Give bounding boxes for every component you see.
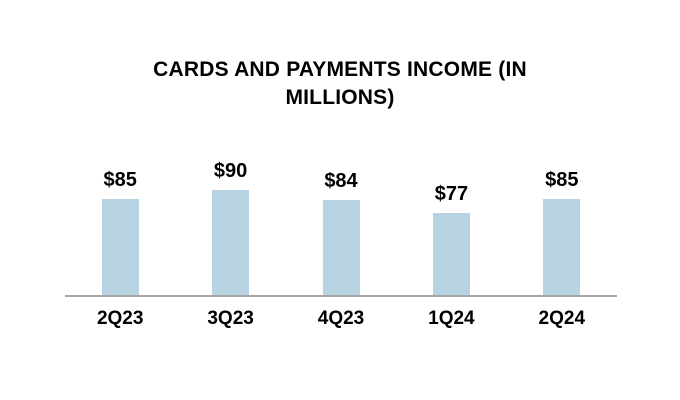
- bar-value-label: $85: [545, 169, 579, 191]
- bar-2q24: [543, 199, 581, 295]
- x-axis-label: 4Q23: [317, 308, 365, 329]
- bar-1q24: [432, 213, 470, 295]
- x-axis-label: 1Q24: [428, 308, 475, 329]
- bar-2q23: [101, 199, 139, 295]
- x-axis-label: 3Q23: [207, 308, 254, 329]
- x-axis-line: [65, 295, 617, 297]
- bar-3q23: [212, 190, 250, 295]
- bar-value-label: $77: [434, 183, 469, 205]
- bar-value-label: $85: [103, 169, 137, 191]
- x-axis-label: 2Q23: [96, 308, 144, 329]
- chart-title: CARDS AND PAYMENTS INCOME (IN MILLIONS): [153, 58, 527, 109]
- bar-value-label: $84: [324, 170, 358, 192]
- x-axis-label: 2Q24: [538, 308, 586, 329]
- bar-value-label: $90: [213, 160, 248, 182]
- bar-4q23: [322, 200, 360, 295]
